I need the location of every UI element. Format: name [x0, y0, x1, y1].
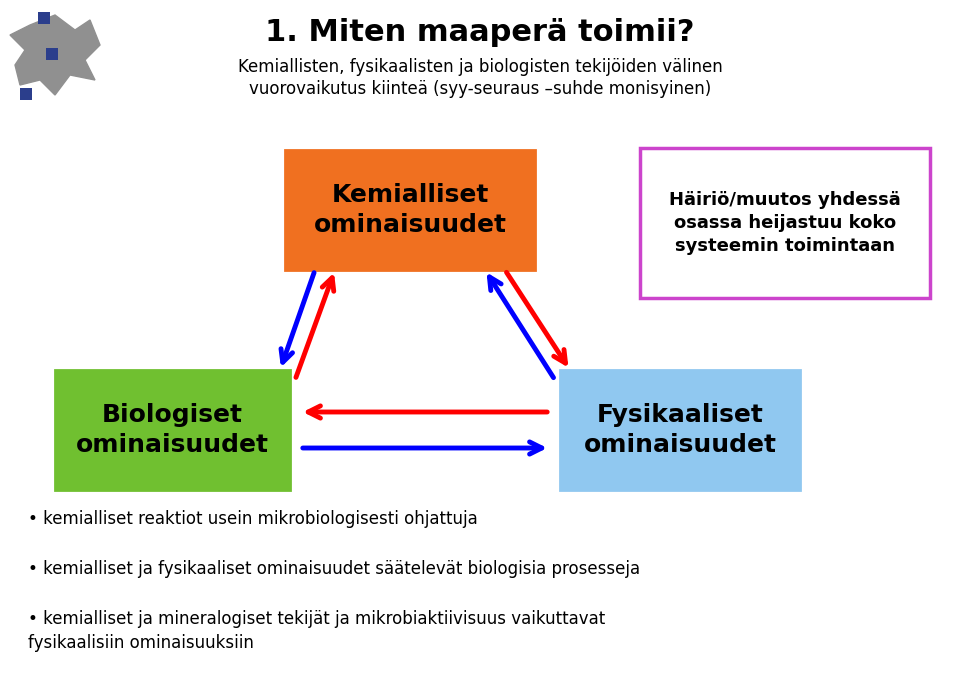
- Bar: [560, 370, 800, 490]
- Bar: [46, 48, 58, 60]
- Text: Kemiallisten, fysikaalisten ja biologisten tekijöiden välinen: Kemiallisten, fysikaalisten ja biologist…: [238, 58, 722, 76]
- Text: vuorovaikutus kiinteä (syy-seuraus –suhde monisyinen): vuorovaikutus kiinteä (syy-seuraus –suhd…: [249, 80, 711, 98]
- Bar: [285, 150, 535, 270]
- Bar: [38, 12, 50, 24]
- Text: 1. Miten maaperä toimii?: 1. Miten maaperä toimii?: [265, 18, 695, 47]
- Bar: [640, 148, 930, 298]
- Text: Fysikaaliset
ominaisuudet: Fysikaaliset ominaisuudet: [584, 403, 777, 458]
- Text: Biologiset
ominaisuudet: Biologiset ominaisuudet: [76, 403, 269, 458]
- Text: • kemialliset ja mineralogiset tekijät ja mikrobiaktiivisuus vaikuttavat
fysikaa: • kemialliset ja mineralogiset tekijät j…: [28, 610, 605, 652]
- Bar: [55, 370, 290, 490]
- Text: Kemialliset
ominaisuudet: Kemialliset ominaisuudet: [314, 182, 507, 237]
- Text: Häiriö/muutos yhdessä
osassa heijastuu koko
systeemin toimintaan: Häiriö/muutos yhdessä osassa heijastuu k…: [669, 191, 900, 255]
- Text: • kemialliset reaktiot usein mikrobiologisesti ohjattuja: • kemialliset reaktiot usein mikrobiolog…: [28, 510, 478, 528]
- Bar: [20, 88, 32, 100]
- Text: • kemialliset ja fysikaaliset ominaisuudet säätelevät biologisia prosesseja: • kemialliset ja fysikaaliset ominaisuud…: [28, 560, 640, 578]
- Polygon shape: [10, 15, 100, 95]
